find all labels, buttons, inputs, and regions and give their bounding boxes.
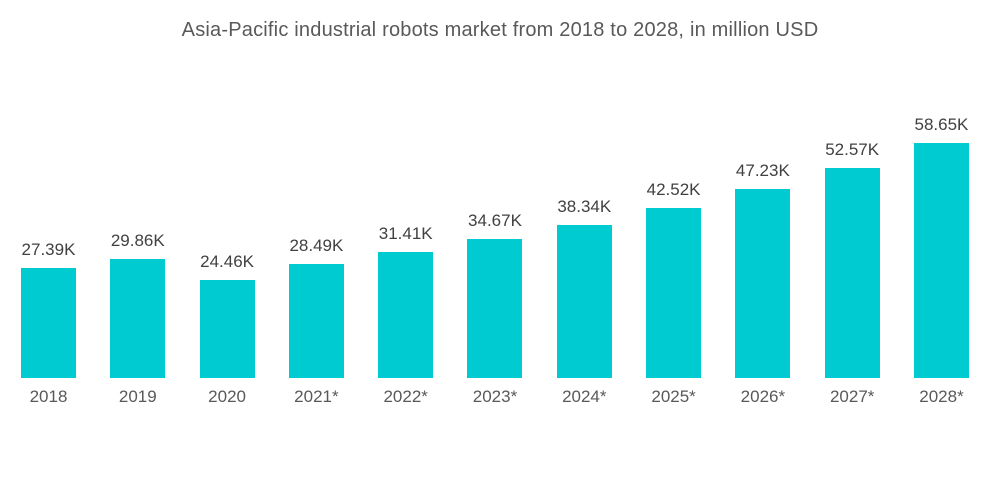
x-axis-tick-label: 2027* bbox=[829, 387, 875, 406]
x-axis-tick-label: 2023* bbox=[472, 387, 518, 406]
bar bbox=[824, 168, 880, 378]
bar-column: 31.41K 2022* bbox=[378, 224, 434, 407]
bar-value-label: 47.23K bbox=[735, 161, 790, 180]
x-axis-tick-label: 2025* bbox=[651, 387, 696, 406]
bar-column: 28.49K 2021* bbox=[288, 236, 344, 407]
bar bbox=[646, 208, 702, 378]
bar-value-label: 29.86K bbox=[110, 231, 165, 250]
x-axis-tick-label: 2022* bbox=[383, 387, 428, 406]
bar-column: 24.46K 2020 bbox=[199, 252, 255, 407]
x-axis-tick-label: 2024* bbox=[562, 387, 607, 406]
bar-column: 38.34K 2024* bbox=[556, 197, 612, 407]
bar bbox=[378, 252, 434, 378]
bar-column: 52.57K 2027* bbox=[824, 140, 880, 407]
x-axis-tick-label: 2028* bbox=[919, 387, 964, 406]
chart-title: Asia-Pacific industrial robots market fr… bbox=[181, 19, 819, 41]
bar bbox=[913, 143, 969, 378]
x-axis-tick-label: 2021* bbox=[294, 387, 339, 406]
bar bbox=[110, 259, 166, 378]
bar-chart-plot-area: 27.39K 2018 29.86K 2019 24.46K 2020 28.4… bbox=[21, 0, 969, 407]
bar bbox=[735, 189, 791, 378]
bar-value-label: 58.65K bbox=[914, 115, 969, 134]
x-axis-tick-label: 2018 bbox=[29, 387, 68, 406]
x-axis-tick-label: 2019 bbox=[118, 387, 157, 406]
x-axis-tick-label: 2020 bbox=[208, 387, 246, 406]
bar-column: 34.67K 2023* bbox=[467, 211, 523, 407]
bar bbox=[199, 280, 255, 378]
bar-value-label: 31.41K bbox=[378, 224, 433, 243]
bar bbox=[288, 264, 344, 378]
bar-value-label: 27.39K bbox=[21, 240, 76, 259]
x-axis-tick-label: 2026* bbox=[740, 387, 786, 406]
bar-value-label: 42.52K bbox=[646, 180, 701, 199]
bar bbox=[21, 268, 76, 378]
bar bbox=[556, 225, 612, 378]
bar-column: 27.39K 2018 bbox=[21, 240, 76, 407]
bar-column: 29.86K 2019 bbox=[110, 231, 166, 407]
bar-value-label: 52.57K bbox=[825, 140, 880, 159]
bar-column: 42.52K 2025* bbox=[646, 180, 702, 407]
bar-column: 58.65K 2028* bbox=[913, 115, 969, 407]
bar-value-label: 34.67K bbox=[468, 211, 522, 230]
bar bbox=[467, 239, 523, 378]
bar-value-label: 24.46K bbox=[200, 252, 255, 271]
bar-value-label: 28.49K bbox=[289, 236, 344, 255]
bar-value-label: 38.34K bbox=[557, 197, 612, 216]
bar-column: 47.23K 2026* bbox=[735, 161, 791, 407]
